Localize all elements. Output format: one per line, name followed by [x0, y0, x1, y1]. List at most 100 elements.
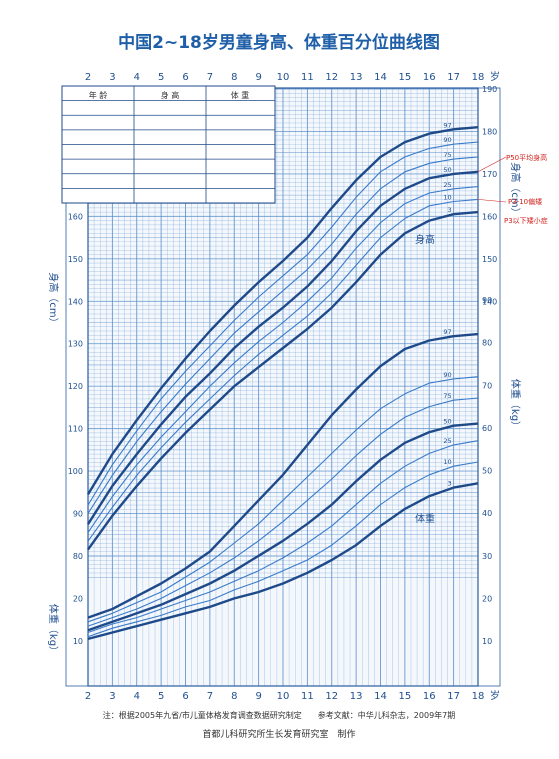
x-tick-label-bottom: 8 — [231, 691, 237, 702]
height-tick-label-left: 130 — [68, 340, 83, 349]
x-tick-label-top: 3 — [109, 72, 115, 83]
x-unit-bottom: 岁 — [490, 689, 500, 702]
height-axis-title-left: 身高（cm） — [47, 272, 60, 327]
x-tick-label-top: 11 — [301, 72, 314, 83]
height-p3-line — [87, 210, 479, 551]
x-tick-label-top: 8 — [231, 72, 237, 83]
x-tick-label-bottom: 11 — [301, 691, 314, 702]
weight-p90-line — [87, 376, 479, 623]
height-tick-label-left: 110 — [68, 425, 83, 434]
chart-title: 中国2~18岁男童身高、体重百分位曲线图 — [118, 32, 440, 53]
weight-tick-label-right: 20 — [482, 594, 492, 603]
height-p10-line — [87, 198, 479, 542]
x-tick-label-top: 17 — [447, 72, 460, 83]
x-tick-label-bottom: 9 — [255, 691, 261, 702]
height-tick-label-left: 100 — [68, 467, 83, 476]
height-tick-label-right: 140 — [482, 297, 497, 306]
footnote: 注：根据2005年九省/市儿童体格发育调查数据研究制定 参考文献：中华儿科杂志，… — [103, 710, 456, 720]
x-tick-label-top: 5 — [158, 72, 164, 83]
height-tick-label-left: 150 — [68, 255, 83, 264]
height-p50-line — [86, 170, 479, 525]
weight-tick-label-right: 70 — [482, 381, 492, 390]
height-tick-label-left: 90 — [73, 510, 83, 519]
height-p75-line — [87, 156, 479, 514]
weight-tick-label-right: 80 — [482, 339, 492, 348]
x-tick-label-top: 14 — [374, 72, 387, 83]
x-tick-label-top: 6 — [182, 72, 188, 83]
height-tick-label-right: 180 — [482, 127, 497, 136]
x-tick-label-top: 2 — [85, 72, 91, 83]
weight-tick-label-right: 50 — [482, 467, 492, 476]
height-tick-label-left: 120 — [68, 382, 83, 391]
weight-p25-label: 25 — [443, 437, 451, 445]
height-p90-line — [87, 141, 479, 506]
x-tick-label-top: 10 — [277, 72, 290, 83]
height-tick-label-right: 160 — [482, 212, 497, 221]
weight-tick-label-right: 90 — [482, 296, 492, 305]
height-p25-line — [87, 186, 479, 533]
x-tick-label-bottom: 2 — [85, 691, 91, 702]
label-weight-region: 体重 — [415, 512, 435, 525]
x-tick-label-bottom: 3 — [109, 691, 115, 702]
x-tick-label-top: 7 — [207, 72, 213, 83]
weight-p75-line — [87, 397, 479, 627]
weight-p10-line — [87, 461, 479, 638]
table-header-age: 年 龄 — [89, 90, 108, 100]
annotation-p3-10-leader — [477, 199, 507, 203]
weight-tick-label-right: 10 — [482, 637, 492, 646]
height-p75-label: 75 — [443, 151, 451, 159]
height-tick-label-left: 160 — [68, 212, 83, 221]
annotation-p50-leader — [477, 156, 507, 173]
series — [86, 126, 479, 641]
weight-p97-line — [87, 332, 479, 619]
x-unit-top: 岁 — [490, 70, 500, 83]
height-p3-label: 3 — [447, 206, 451, 214]
x-tick-label-top: 16 — [423, 72, 436, 83]
height-p97-line — [86, 126, 479, 496]
x-tick-label-top: 18 — [472, 72, 485, 83]
weight-tick-label-right: 40 — [482, 509, 492, 518]
x-tick-label-top: 13 — [350, 72, 363, 83]
weight-p90-label: 90 — [443, 371, 451, 379]
weight-p75-label: 75 — [443, 392, 451, 400]
x-tick-label-top: 4 — [134, 72, 140, 83]
x-tick-label-bottom: 5 — [158, 691, 164, 702]
x-tick-label-bottom: 13 — [350, 691, 363, 702]
x-tick-label-bottom: 15 — [399, 691, 412, 702]
annotation-p3-10: P3-10偏矮 — [508, 197, 542, 206]
label-height-region: 身高 — [415, 233, 435, 246]
credit: 首都儿科研究所生长发育研究室 制作 — [202, 728, 355, 740]
x-tick-label-bottom: 17 — [447, 691, 460, 702]
weight-p50-label: 50 — [443, 418, 451, 426]
height-p97-label: 97 — [443, 121, 451, 129]
x-tick-label-top: 12 — [325, 72, 338, 83]
table-rows — [62, 86, 275, 203]
weight-p50-line — [87, 422, 479, 632]
height-tick-label-right: 170 — [482, 170, 497, 179]
weight-tick-label-left: 10 — [73, 637, 83, 646]
weight-tick-label-right: 60 — [482, 424, 492, 433]
x-tick-label-bottom: 4 — [134, 691, 140, 702]
weight-p25-line — [87, 440, 479, 634]
height-p25-label: 25 — [443, 181, 451, 189]
data-table: 年 龄 身 高 体 重 — [61, 85, 276, 204]
table-header-weight: 体 重 — [231, 90, 250, 100]
labels: 3 10 25 50 75 90 97 3 10 25 50 75 90 97 — [443, 121, 507, 488]
right-axis-strip — [477, 87, 501, 687]
height-tick-label-right: 150 — [482, 255, 497, 264]
height-p10-label: 10 — [443, 194, 451, 202]
x-tick-label-bottom: 7 — [207, 691, 213, 702]
height-tick-label-left: 80 — [73, 552, 83, 561]
annotation-p3-below: P3以下矮小症 — [504, 216, 548, 225]
weight-tick-label-left: 20 — [73, 594, 83, 603]
height-p90-label: 90 — [443, 136, 451, 144]
x-tick-label-bottom: 12 — [325, 691, 338, 702]
height-tick-label-right: 190 — [482, 85, 497, 94]
weight-p97-label: 97 — [443, 328, 451, 336]
x-tick-label-top: 15 — [399, 72, 412, 83]
weight-axis-title-right: 体重（kg） — [509, 379, 522, 431]
weight-tick-label-right: 30 — [482, 552, 492, 561]
height-axis-title-right: 身高（cm） — [509, 162, 522, 217]
table-header-height: 身 高 — [161, 90, 180, 100]
